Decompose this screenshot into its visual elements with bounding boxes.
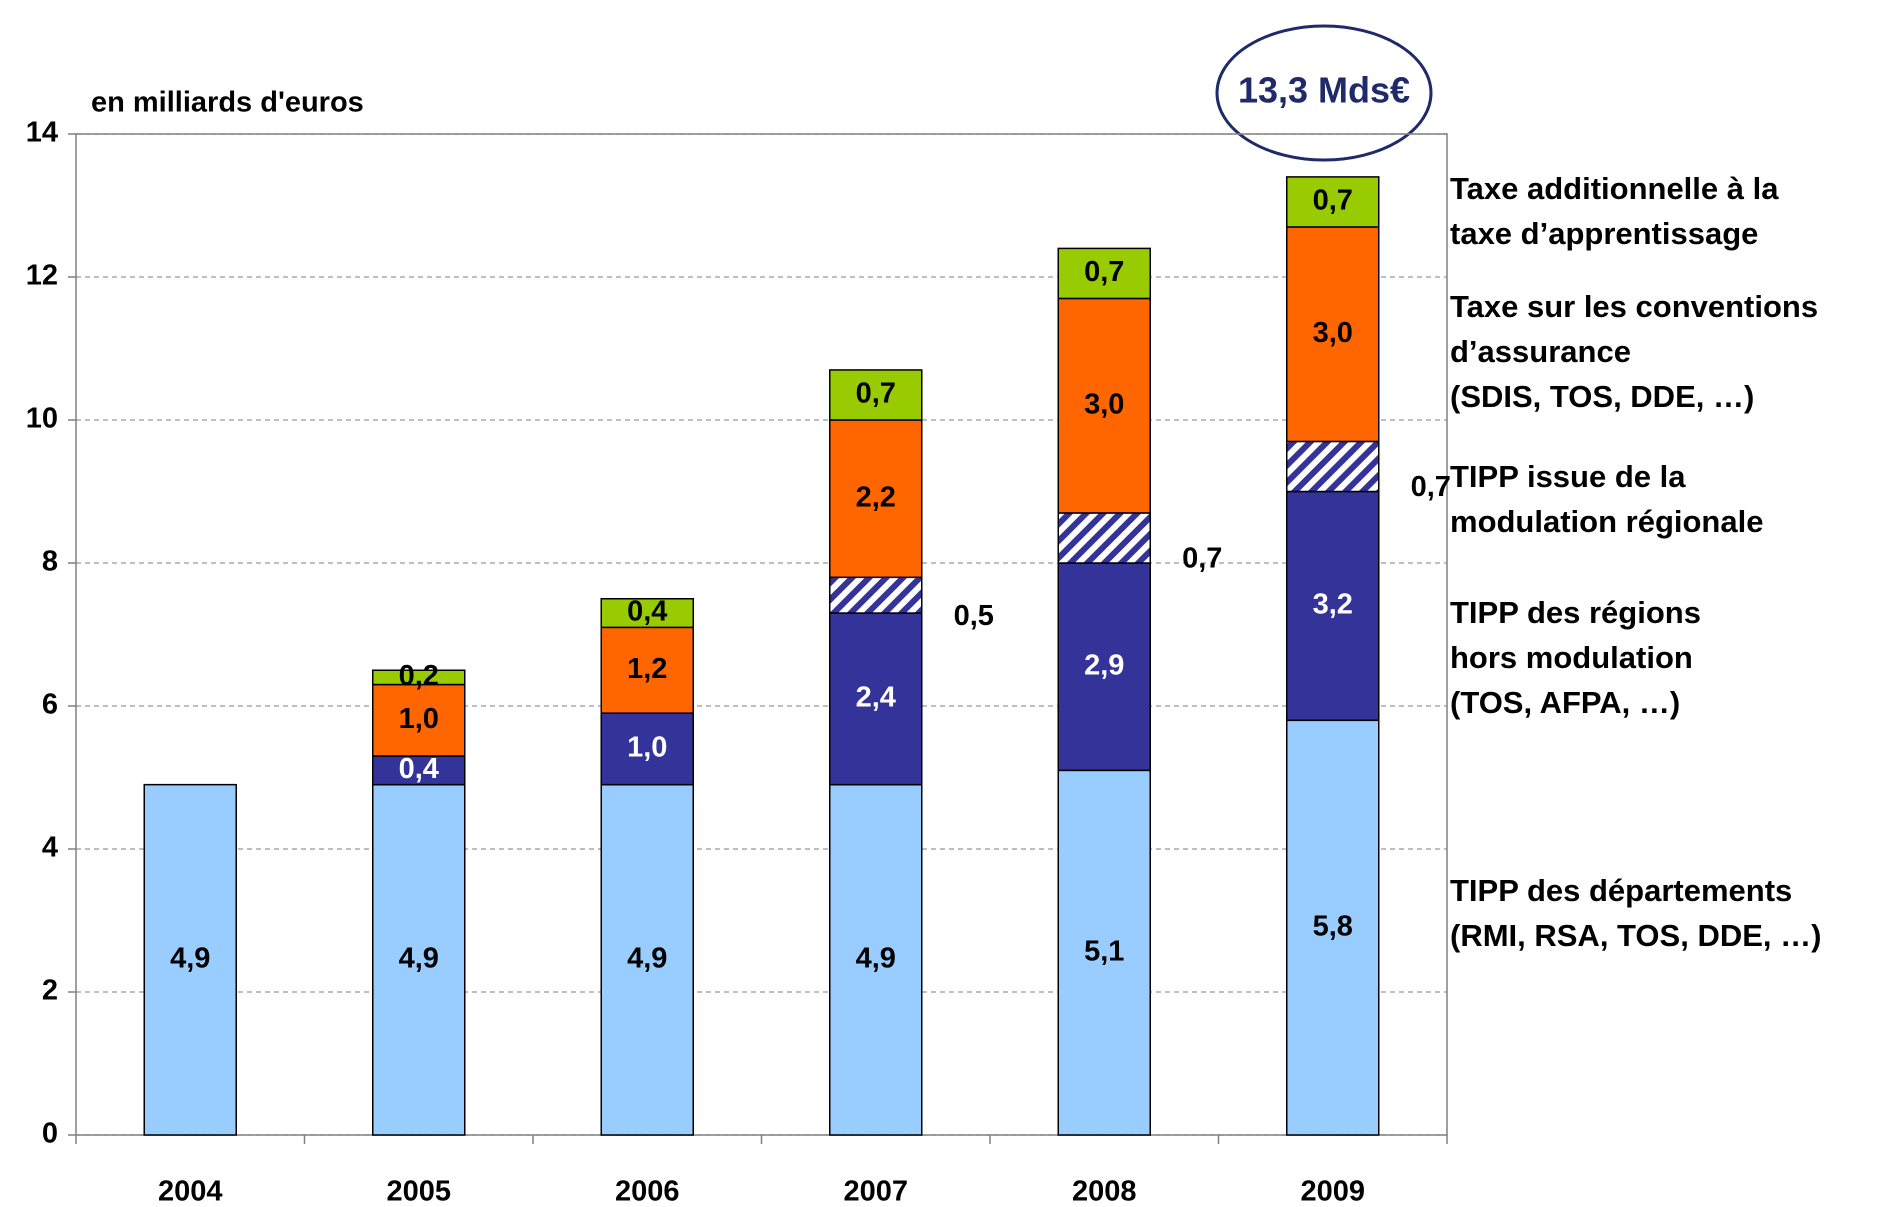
- bar-segment: [600, 626, 694, 714]
- annotation-ellipse: [1215, 24, 1433, 162]
- x-tick-label: 2009: [1300, 1176, 1365, 1207]
- legend-entry: Taxe sur les conventions d’assurance (SD…: [1450, 289, 1819, 414]
- y-tick-label: 2: [42, 975, 58, 1007]
- bar-segment: [1286, 226, 1380, 443]
- value-label: 2,9: [1084, 649, 1124, 681]
- plot-frame: [75, 133, 1448, 1136]
- bar-segment: [372, 783, 466, 1136]
- x-tick-label: 2008: [1072, 1176, 1137, 1207]
- bar-segment: [829, 576, 923, 614]
- value-label: 1,0: [627, 732, 667, 764]
- value-label: 5,8: [1313, 910, 1353, 942]
- bar-segment: [372, 669, 466, 686]
- y-tick-label: 4: [42, 832, 58, 864]
- legend-entry: TIPP des régions hors modulation (TOS, A…: [1450, 595, 1701, 720]
- y-tick-label: 6: [42, 689, 58, 721]
- x-tick-label: 2005: [386, 1176, 451, 1207]
- bar-segment: [829, 369, 923, 421]
- value-label: 3,2: [1313, 589, 1353, 621]
- value-label: 2,2: [856, 481, 896, 513]
- value-label: 0,5: [954, 600, 994, 632]
- value-label: 3,0: [1313, 317, 1353, 349]
- x-tick-label: 2007: [843, 1176, 908, 1207]
- legend-entry: Taxe additionnelle à la taxe d’apprentis…: [1450, 171, 1779, 251]
- y-tick-label: 12: [26, 260, 58, 292]
- value-label: 0,2: [399, 660, 439, 692]
- value-label: 3,0: [1084, 388, 1124, 420]
- y-axis-label: en milliards d'euros: [91, 87, 364, 119]
- x-tick-label: 2006: [615, 1176, 680, 1207]
- bar-segment: [829, 419, 923, 579]
- bar-segment: [1057, 769, 1151, 1136]
- value-label: 4,9: [627, 942, 667, 974]
- bar-segment: [1057, 247, 1151, 300]
- bar-segment: [1286, 176, 1380, 228]
- bar-segment: [372, 683, 466, 757]
- bar-segment: [143, 783, 237, 1136]
- value-label: 0,7: [1313, 185, 1353, 217]
- value-label: 4,9: [170, 942, 210, 974]
- y-tick-label: 0: [42, 1118, 58, 1150]
- x-tick-label: 2004: [158, 1176, 223, 1207]
- bar-segment: [600, 783, 694, 1136]
- value-label: 0,7: [1182, 543, 1222, 575]
- bar-segment: [1286, 719, 1380, 1136]
- bar-segment: [1057, 512, 1151, 564]
- value-label: 5,1: [1084, 935, 1124, 967]
- value-label: 1,2: [627, 653, 667, 685]
- value-label: 2,4: [856, 682, 896, 714]
- bar-segment: [600, 712, 694, 786]
- value-label: 1,0: [399, 703, 439, 735]
- bar-segment: [1286, 440, 1380, 493]
- y-tick-label: 14: [26, 117, 58, 149]
- value-label: 0,4: [627, 596, 667, 628]
- bar-segment: [372, 755, 466, 786]
- value-label: 4,9: [399, 942, 439, 974]
- annotation: 13,3 Mds€: [1238, 70, 1410, 111]
- y-tick-label: 10: [26, 403, 58, 435]
- bar-segment: [1057, 562, 1151, 772]
- legend-entry: TIPP des départements (RMI, RSA, TOS, DD…: [1450, 873, 1822, 953]
- bar-segment: [600, 598, 694, 629]
- bar-segment: [1057, 297, 1151, 514]
- value-label: 0,7: [856, 378, 896, 410]
- value-label: 4,9: [856, 942, 896, 974]
- legend-entry: TIPP issue de la modulation régionale: [1450, 459, 1764, 539]
- value-label: 0,7: [1084, 256, 1124, 288]
- bar-segment: [829, 783, 923, 1136]
- value-label: 0,4: [399, 753, 439, 785]
- value-label: 0,7: [1411, 471, 1451, 503]
- y-tick-label: 8: [42, 546, 58, 578]
- bar-segment: [829, 612, 923, 786]
